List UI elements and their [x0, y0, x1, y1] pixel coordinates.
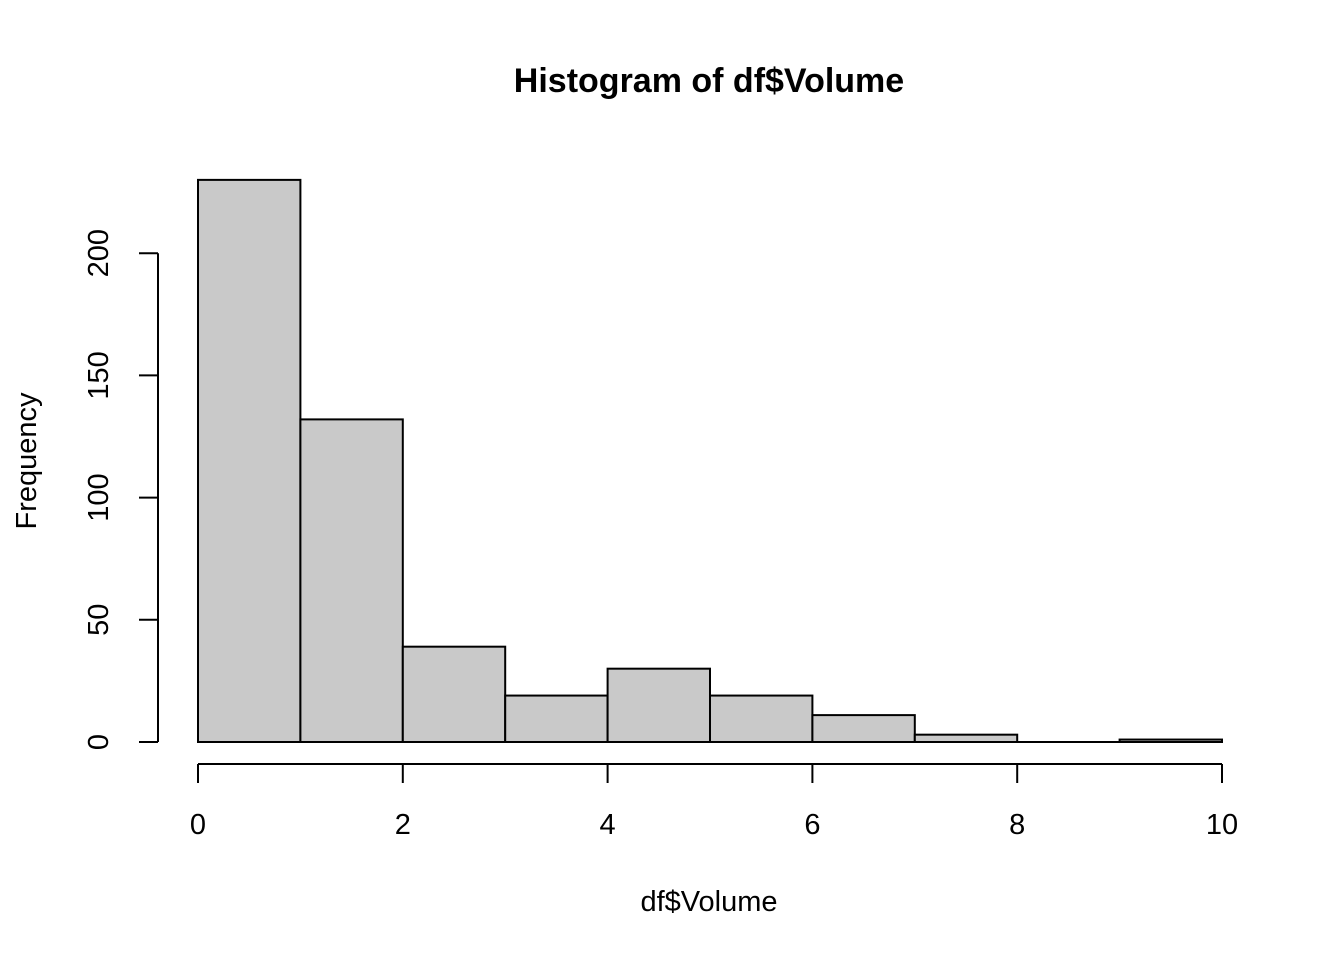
histogram-bar-9 — [1118, 738, 1223, 744]
y-tick-label-50: 50 — [83, 604, 115, 636]
x-tick-label-10: 10 — [1206, 809, 1238, 841]
histogram-bar-4 — [606, 667, 711, 743]
histogram-bar-6 — [811, 714, 916, 744]
x-tick-label-0: 0 — [190, 809, 206, 841]
histogram-bar-0 — [197, 178, 302, 743]
histogram-bar-5 — [709, 694, 814, 744]
x-tick-label-6: 6 — [804, 809, 820, 841]
y-axis-label: Frequency — [11, 392, 43, 530]
x-axis-label: df$Volume — [640, 886, 777, 918]
histogram-bar-3 — [504, 694, 609, 744]
histogram-bar-2 — [401, 645, 507, 744]
histogram-bar-1 — [299, 418, 404, 743]
y-tick-label-0: 0 — [83, 734, 115, 750]
x-axis: 0 2 4 6 8 10 — [190, 763, 1238, 841]
x-tick-label-8: 8 — [1009, 809, 1025, 841]
y-axis: 0 50 100 150 200 — [83, 229, 159, 750]
x-tick-label-4: 4 — [600, 809, 616, 841]
chart-title: Histogram of df$Volume — [514, 62, 904, 100]
y-tick-label-100: 100 — [83, 473, 115, 521]
histogram-bar-7 — [913, 733, 1019, 744]
x-tick-label-2: 2 — [395, 809, 411, 841]
y-tick-label-150: 150 — [83, 351, 115, 399]
bars-group — [197, 178, 1223, 744]
y-tick-label-200: 200 — [83, 229, 115, 277]
